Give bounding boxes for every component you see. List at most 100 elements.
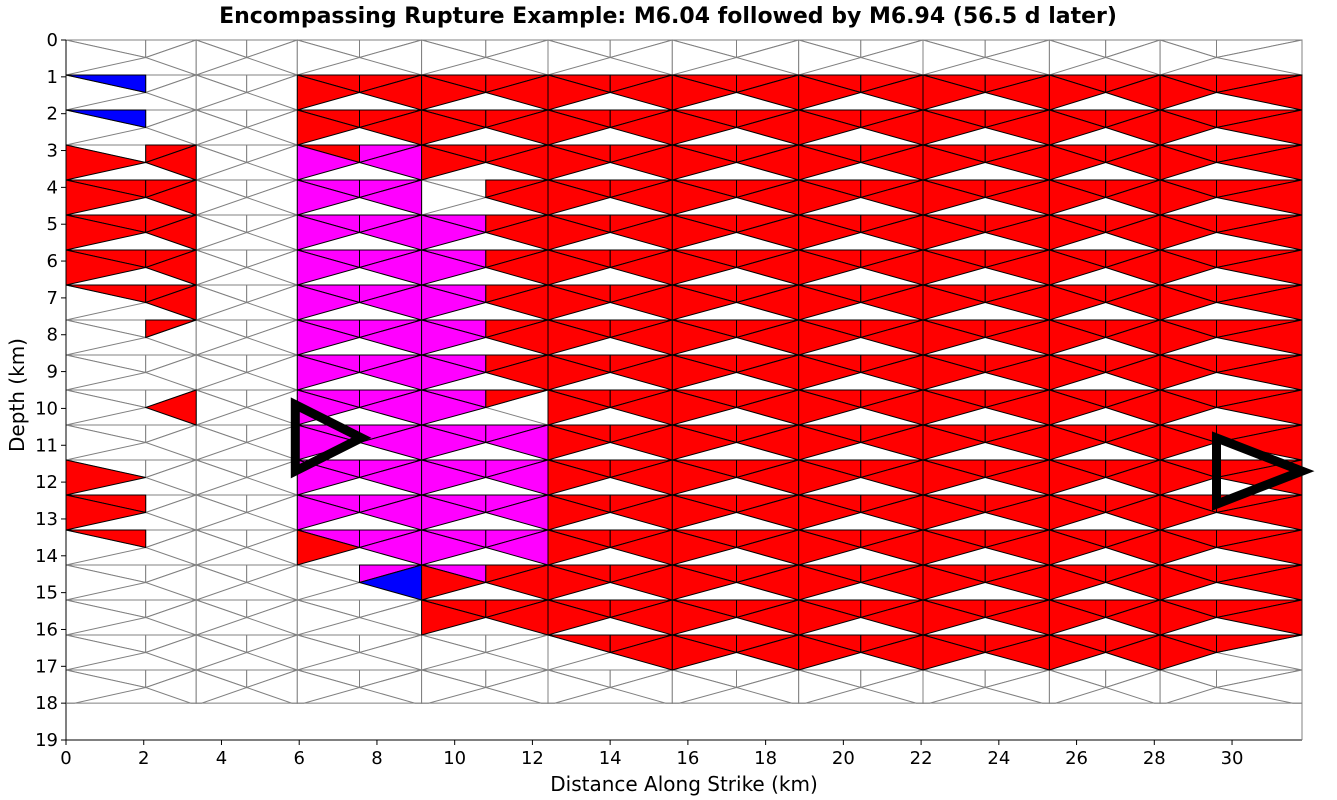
mesh-element-ruptured <box>1159 74 1219 111</box>
axes: 0 2 4 6 8 10 12 14 16 18 20 22 24 26 28 300123456789101… <box>35 30 1303 769</box>
x-tick-label: 18 <box>754 748 777 769</box>
y-tick-label: 8 <box>47 325 58 346</box>
mesh-element-ruptured <box>798 284 863 321</box>
mesh-element-ruptured <box>1216 249 1303 286</box>
mesh-element-ruptured <box>671 249 739 286</box>
mesh-element-ruptured <box>798 319 863 356</box>
mesh-element-ruptured <box>144 249 197 286</box>
mesh-element-ruptured <box>296 214 362 251</box>
chart-title: Encompassing Rupture Example: M6.04 foll… <box>219 4 1117 29</box>
x-axis-label: Distance Along Strike (km) <box>550 772 818 796</box>
mesh-element-ruptured <box>671 389 739 426</box>
mesh-element-ruptured <box>1048 529 1108 566</box>
mesh-element-ruptured <box>1216 494 1303 531</box>
mesh-element-ruptured <box>296 354 362 391</box>
mesh-element-unruptured <box>195 564 249 601</box>
mesh-element-ruptured <box>1216 564 1303 601</box>
mesh-element-ruptured <box>798 529 863 566</box>
mesh-element-ruptured <box>671 354 739 391</box>
mesh-element-ruptured <box>798 424 863 461</box>
mesh-element-ruptured <box>798 109 863 146</box>
mesh-element-ruptured <box>296 74 362 111</box>
mesh-element-ruptured <box>296 494 362 531</box>
mesh-element-ruptured <box>922 599 988 636</box>
mesh-element-unruptured <box>1216 39 1303 76</box>
x-tick-label: 20 <box>832 748 855 769</box>
mesh-element-ruptured <box>1048 564 1108 601</box>
mesh-element-unruptured <box>195 109 249 146</box>
mesh-element-unruptured <box>421 39 488 76</box>
mesh-element-ruptured <box>357 179 423 216</box>
mesh-element-ruptured <box>1159 249 1219 286</box>
y-tick-label: 16 <box>35 619 58 640</box>
mesh-element-unruptured <box>296 564 362 601</box>
mesh-element-unruptured <box>421 634 488 671</box>
mesh-element-ruptured <box>547 319 613 356</box>
mesh-element-unruptured <box>195 599 249 636</box>
mesh-element-ruptured <box>547 529 613 566</box>
mesh-element-ruptured <box>671 74 739 111</box>
y-tick-label: 4 <box>47 177 58 198</box>
mesh-element-ruptured <box>1216 634 1303 654</box>
mesh-element-ruptured <box>922 249 988 286</box>
mesh-element-ruptured <box>547 214 613 251</box>
mesh-element-ruptured <box>1216 354 1303 391</box>
mesh-element-ruptured <box>144 284 197 321</box>
mesh-element-unruptured <box>922 39 988 76</box>
mesh-element-ruptured <box>922 144 988 181</box>
mesh-element-ruptured <box>922 424 988 461</box>
mesh-element-ruptured <box>922 214 988 251</box>
mesh-element-ruptured <box>798 144 863 181</box>
mesh-element-ruptured <box>296 249 362 286</box>
mesh-element-ruptured <box>421 284 488 321</box>
mesh-element-ruptured <box>798 179 863 216</box>
mesh-element-ruptured <box>421 74 488 111</box>
hypocenter-marker <box>290 397 372 479</box>
mesh-element-ruptured <box>1048 354 1108 391</box>
mesh-element-unruptured <box>296 634 362 671</box>
mesh-element-ruptured <box>1216 109 1303 146</box>
mesh-element-unruptured <box>195 634 249 671</box>
mesh-element-ruptured <box>922 389 988 426</box>
mesh-element-ruptured <box>1216 319 1303 356</box>
mesh-element-ruptured <box>485 389 549 409</box>
mesh-element-ruptured <box>1216 529 1303 566</box>
plot-area <box>65 39 1303 704</box>
mesh-element-ruptured <box>1159 179 1219 216</box>
mesh-element-ruptured <box>671 424 739 461</box>
y-tick-label: 14 <box>35 546 58 567</box>
mesh-element-ruptured <box>547 249 613 286</box>
mesh-element-ruptured <box>547 179 613 216</box>
x-tick-label: 4 <box>216 748 227 769</box>
mesh-element-ruptured <box>922 564 988 601</box>
mesh-element-ruptured <box>296 319 362 356</box>
mesh-element-unruptured <box>1048 39 1108 76</box>
mesh-element-ruptured <box>1216 599 1303 636</box>
mesh-element-ruptured <box>671 459 739 496</box>
mesh-element-ruptured <box>671 109 739 146</box>
y-tick-label: 0 <box>47 30 58 51</box>
mesh-element-unruptured <box>296 599 362 636</box>
mesh-element-unruptured <box>195 39 249 76</box>
mesh-element-ruptured <box>1048 109 1108 146</box>
mesh-element-ruptured <box>1048 459 1108 496</box>
mesh-element-ruptured <box>1216 74 1303 111</box>
mesh-element-ruptured <box>1048 599 1108 636</box>
mesh-element-ruptured <box>547 144 613 181</box>
mesh-element-ruptured <box>1159 284 1219 321</box>
y-tick-label: 6 <box>47 251 58 272</box>
mesh-element-ruptured <box>547 354 613 391</box>
mesh-element-unruptured <box>671 39 739 76</box>
mesh-element-ruptured <box>65 529 147 549</box>
x-tick-label: 22 <box>910 748 933 769</box>
mesh-element-ruptured <box>1159 109 1219 146</box>
mesh-element-ruptured <box>798 74 863 111</box>
mesh-element-ruptured <box>547 74 613 111</box>
mesh-element-ruptured <box>1159 459 1219 496</box>
mesh-element-unruptured <box>195 494 249 531</box>
hypocenter-markers <box>290 397 1315 511</box>
y-tick-label: 19 <box>35 730 58 751</box>
y-tick-label: 15 <box>35 583 58 604</box>
x-tick-label: 28 <box>1143 748 1166 769</box>
mesh-element-unruptured <box>195 529 249 566</box>
